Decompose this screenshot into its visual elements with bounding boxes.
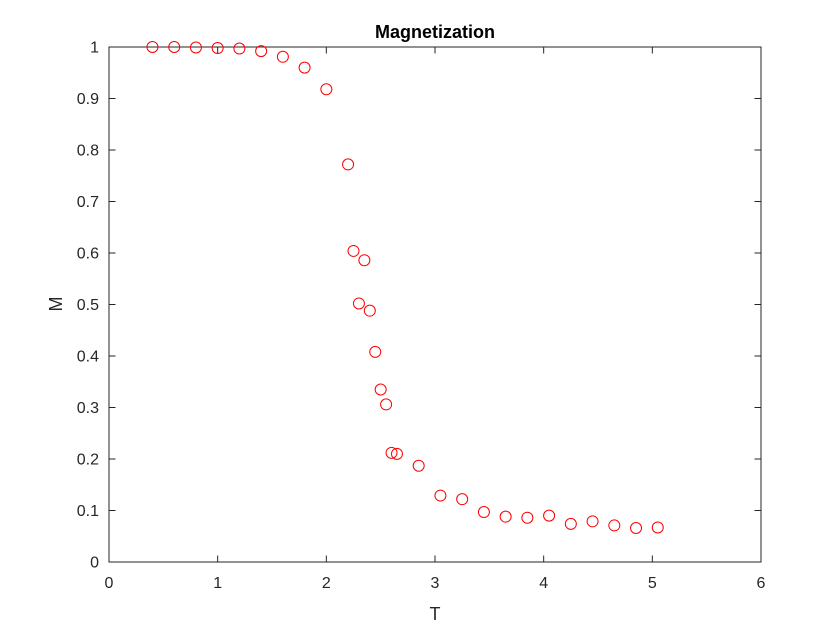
axis-ticks: 0 1 2 3 4 5 6 0 0.1 0.2 0.3 0.4 0.5 0.6 0.7 0.8 0.9 1 [77, 40, 766, 593]
data-point [358, 254, 371, 267]
data-point [499, 510, 512, 523]
data-point [586, 515, 599, 528]
y-tick-label: 0.1 [77, 503, 99, 520]
x-tick-label: 1 [213, 575, 222, 592]
data-point [211, 42, 224, 55]
data-point [233, 42, 246, 55]
data-point [342, 158, 355, 171]
data-point [412, 459, 425, 472]
data-point [477, 506, 490, 519]
data-point [189, 41, 202, 54]
data-point [608, 519, 621, 532]
data-point [374, 383, 387, 396]
data-point [380, 398, 393, 411]
y-tick-label: 0.3 [77, 400, 99, 417]
y-axis-label: M [46, 297, 66, 312]
data-points [146, 41, 664, 535]
y-tick-label: 0.4 [77, 349, 99, 366]
x-tick-label: 0 [105, 575, 114, 592]
x-tick-label: 5 [648, 575, 657, 592]
y-tick-label: 0.5 [77, 297, 99, 314]
y-tick-label: 0.9 [77, 91, 99, 108]
data-point [276, 50, 289, 63]
data-point [369, 345, 382, 358]
data-point [434, 489, 447, 502]
x-tick-label: 4 [539, 575, 548, 592]
data-point [385, 446, 398, 459]
y-tick-label: 0.6 [77, 246, 99, 263]
data-point [168, 41, 181, 53]
x-tick-label: 2 [322, 575, 331, 592]
y-tick-label: 0 [90, 555, 99, 572]
plot-area [108, 46, 762, 563]
y-tick-label: 0.8 [77, 143, 99, 160]
y-tick-label: 0.2 [77, 452, 99, 469]
data-point [456, 493, 469, 506]
x-axis-label: T [430, 604, 441, 624]
x-tick-label: 3 [431, 575, 440, 592]
data-point [630, 522, 643, 535]
data-point [363, 304, 376, 317]
chart-title: Magnetization [375, 22, 495, 42]
data-point [651, 521, 664, 534]
data-point [298, 61, 311, 74]
data-point [255, 45, 268, 58]
data-point [352, 297, 365, 310]
data-point [320, 83, 333, 96]
x-tick-label: 6 [757, 575, 766, 592]
y-tick-label: 0.7 [77, 194, 99, 211]
y-tick-label: 1 [90, 40, 99, 57]
data-point [146, 41, 159, 53]
data-point [347, 244, 360, 257]
data-point [564, 517, 577, 530]
data-point [521, 511, 534, 524]
data-point [390, 447, 403, 460]
data-point [543, 509, 556, 522]
